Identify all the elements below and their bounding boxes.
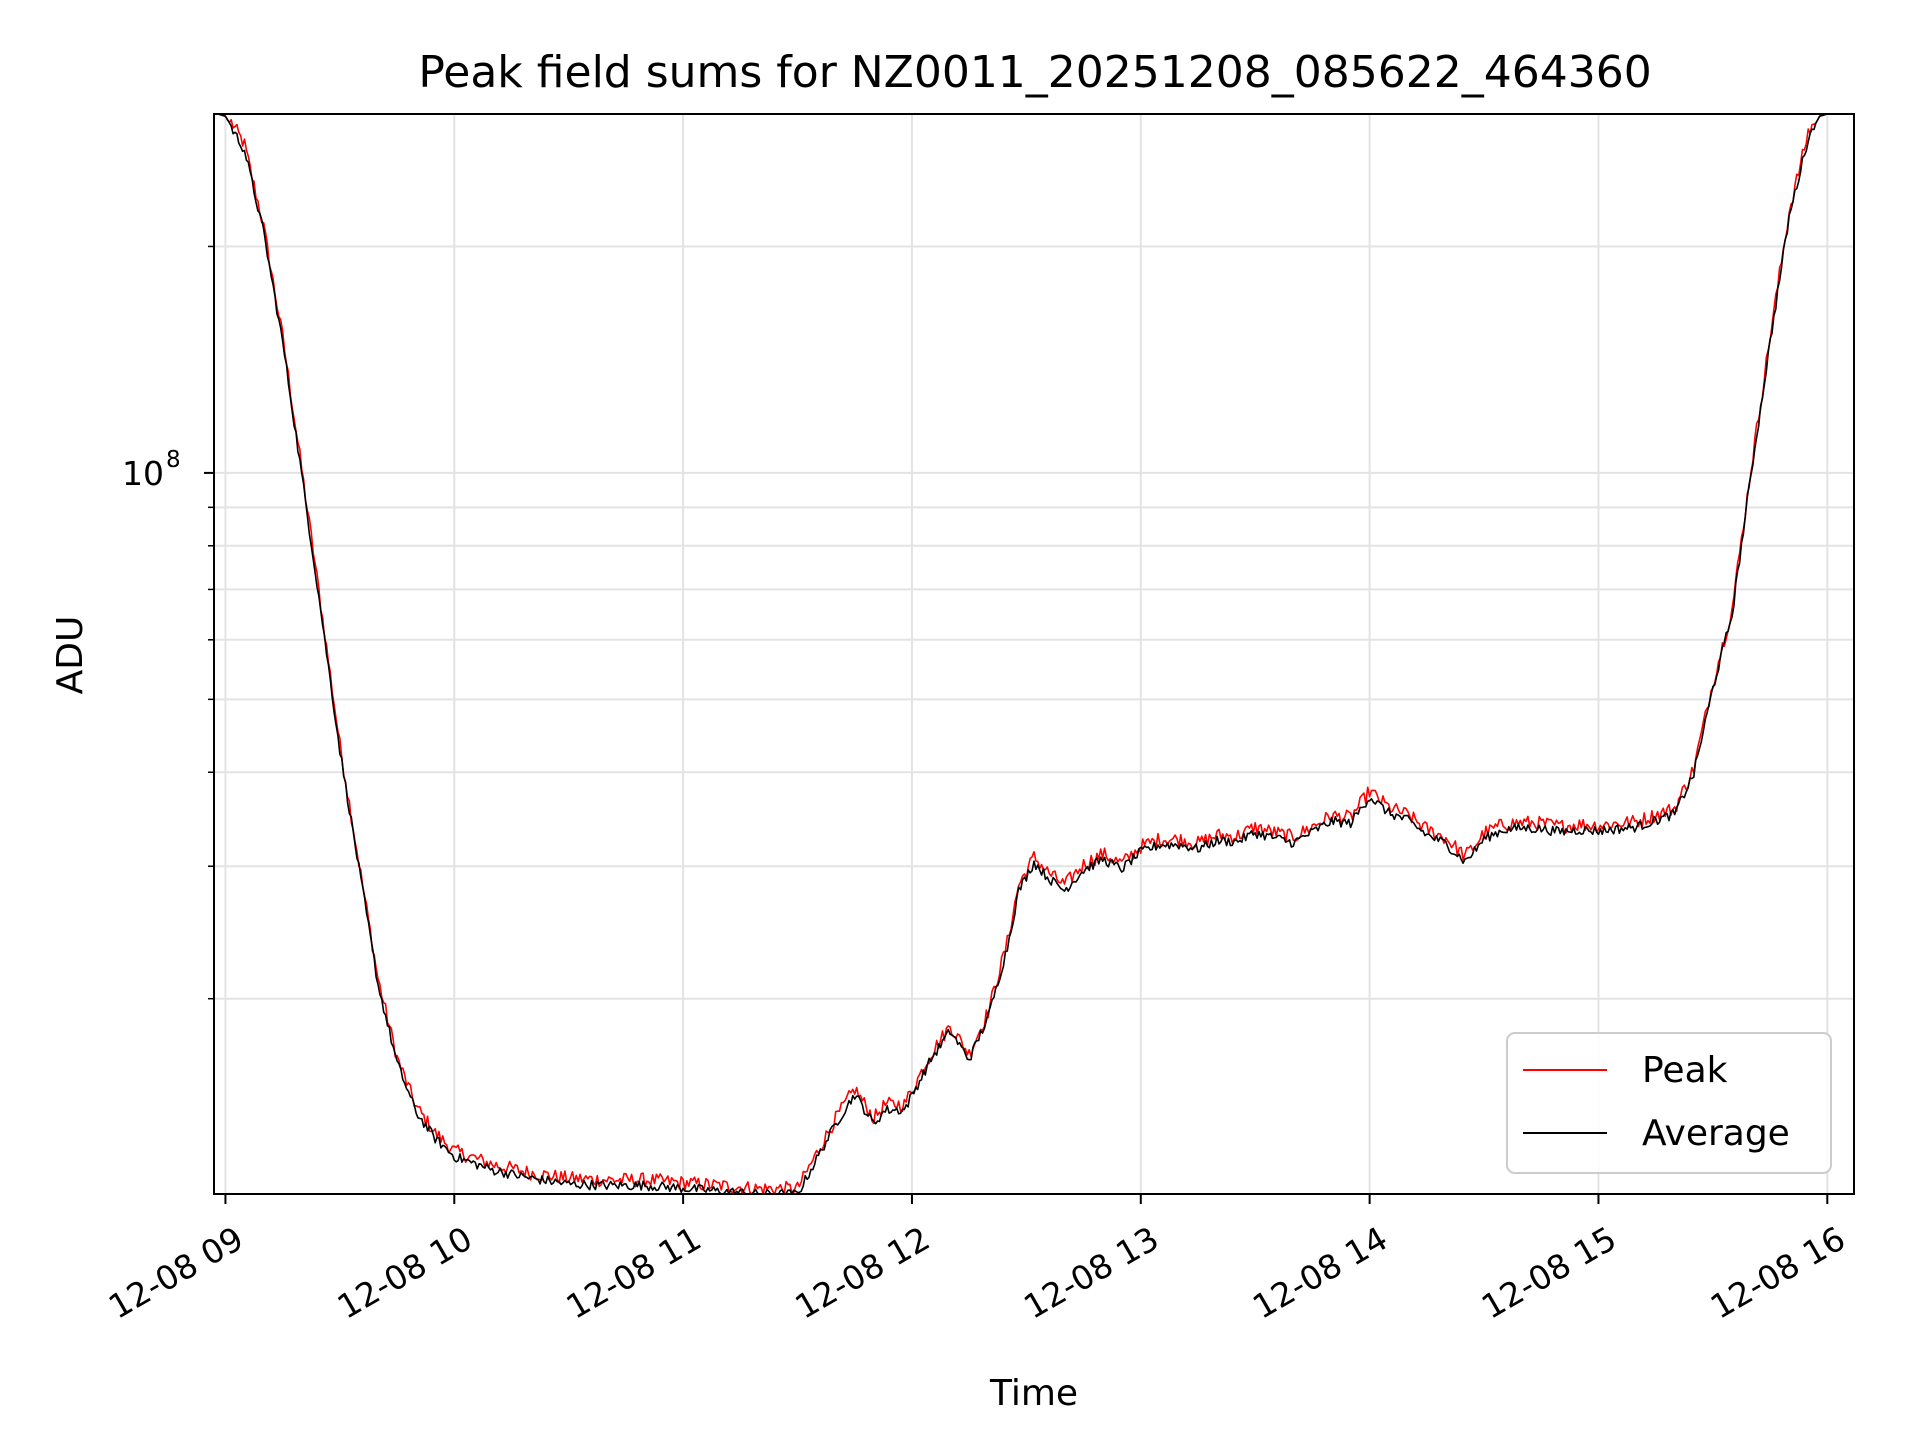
series-line-average bbox=[217, 113, 1851, 1195]
x-tick-label: 12-08 15 bbox=[1475, 1219, 1623, 1327]
x-axis-label: Time bbox=[989, 1373, 1078, 1414]
series-lines bbox=[217, 113, 1851, 1195]
series-line-peak bbox=[217, 113, 1851, 1195]
x-tick-label: 12-08 12 bbox=[788, 1219, 936, 1327]
y-axis-label: ADU bbox=[50, 616, 91, 695]
x-tick-label: 12-08 10 bbox=[331, 1219, 479, 1327]
chart-title: Peak field sums for NZ0011_20251208_0856… bbox=[418, 47, 1651, 98]
grid-lines bbox=[214, 114, 1854, 1194]
y-tick-label-exponent: 8 bbox=[166, 447, 181, 473]
x-tick-label: 12-08 13 bbox=[1017, 1219, 1165, 1327]
legend-label-average: Average bbox=[1642, 1113, 1790, 1154]
legend-label-peak: Peak bbox=[1642, 1050, 1728, 1091]
x-tick-label: 12-08 14 bbox=[1246, 1219, 1394, 1327]
legend-box bbox=[1506, 1032, 1832, 1174]
y-tick-label: 10 8 bbox=[122, 447, 181, 493]
x-tick-label: 12-08 09 bbox=[102, 1219, 250, 1327]
x-tick-label: 12-08 11 bbox=[560, 1219, 708, 1327]
y-tick-label-base: 10 bbox=[122, 454, 164, 493]
plot-area-frame bbox=[213, 113, 1855, 1195]
x-tick-label: 12-08 16 bbox=[1704, 1219, 1852, 1327]
legend: Peak Average bbox=[1506, 1032, 1832, 1174]
